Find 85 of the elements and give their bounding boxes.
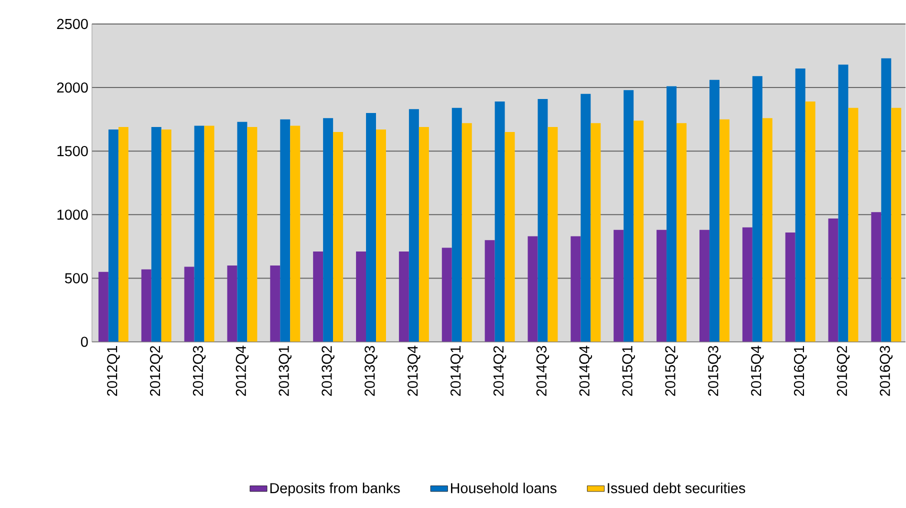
y-tick-label: 1000	[58, 210, 88, 220]
x-tick-label: 2015Q3	[708, 346, 721, 396]
bar	[313, 252, 324, 342]
y-tick-label: 500	[64, 273, 88, 284]
bar	[709, 80, 720, 342]
bar	[442, 248, 452, 342]
bar	[494, 102, 505, 342]
x-tick-label: 2013Q2	[322, 346, 334, 396]
bar	[795, 68, 806, 342]
bar	[333, 132, 344, 342]
x-tick-label: 2016Q2	[836, 346, 850, 396]
bar	[891, 108, 902, 342]
bar	[548, 127, 558, 342]
bar	[676, 123, 687, 342]
x-tick-label: 2015Q1	[622, 346, 635, 396]
x-tick-label: 2013Q1	[278, 346, 292, 396]
x-tick-label: 2016Q1	[794, 346, 807, 396]
bar	[204, 126, 214, 342]
x-tick-label: 2014Q1	[450, 346, 464, 396]
bar	[398, 252, 409, 342]
bar	[108, 130, 118, 342]
x-tick-label: 2016Q3	[880, 346, 893, 396]
bar	[528, 236, 538, 342]
bar	[98, 272, 108, 342]
bar	[161, 130, 172, 342]
bar	[323, 118, 334, 342]
bar	[247, 127, 258, 342]
legend-label: Issued debt securities	[608, 482, 746, 494]
bar	[614, 230, 624, 342]
bar	[881, 58, 892, 342]
bar	[418, 127, 429, 342]
bar	[227, 266, 238, 342]
x-tick-label: 2015Q4	[751, 346, 764, 396]
bar	[656, 230, 667, 342]
bar	[141, 269, 152, 342]
x-tick-label: 2012Q1	[107, 346, 120, 396]
legend-label: Deposits from banks	[270, 482, 400, 496]
bar	[699, 230, 710, 342]
bar	[408, 109, 419, 342]
bar	[280, 119, 290, 342]
bar	[570, 236, 581, 342]
bar	[762, 118, 772, 342]
bar	[376, 130, 386, 342]
bar	[504, 132, 515, 342]
x-tick-label: 2012Q2	[150, 346, 163, 396]
bar	[838, 64, 848, 342]
bar	[356, 252, 366, 342]
bar	[752, 76, 762, 342]
bar	[462, 123, 472, 342]
bar	[666, 86, 677, 342]
x-tick-label: 2012Q4	[236, 346, 249, 396]
y-tick-label: 0	[80, 336, 88, 348]
y-tick-label: 2000	[57, 82, 88, 93]
x-tick-label: 2014Q3	[536, 346, 550, 396]
bar	[366, 113, 376, 342]
x-tick-label: 2015Q2	[665, 346, 678, 396]
x-tick-label: 2013Q4	[408, 346, 420, 396]
bar	[742, 228, 752, 342]
bar	[580, 94, 591, 342]
x-tick-label: 2012Q3	[192, 346, 206, 396]
bar	[624, 90, 634, 342]
x-tick-label: 2014Q4	[579, 346, 592, 396]
bar	[184, 266, 194, 342]
bar	[538, 99, 548, 342]
bar	[805, 102, 816, 342]
bar	[590, 123, 601, 342]
bar	[634, 120, 644, 342]
bar	[484, 240, 495, 342]
bar	[719, 119, 730, 342]
legend-label: Household loans	[451, 482, 556, 494]
bar	[828, 218, 838, 342]
bar	[290, 126, 300, 342]
x-tick-label: 2014Q2	[493, 346, 506, 396]
bar	[237, 122, 248, 342]
bar	[871, 212, 882, 342]
x-tick-label: 2013Q3	[364, 346, 378, 396]
bar	[118, 127, 128, 342]
bar	[452, 108, 462, 342]
bar	[270, 266, 280, 342]
bar	[194, 126, 204, 342]
bar	[848, 108, 858, 342]
bar	[151, 127, 162, 342]
bar	[785, 232, 796, 342]
y-tick-label: 2500	[57, 19, 88, 30]
y-tick-label: 1500	[58, 146, 88, 156]
